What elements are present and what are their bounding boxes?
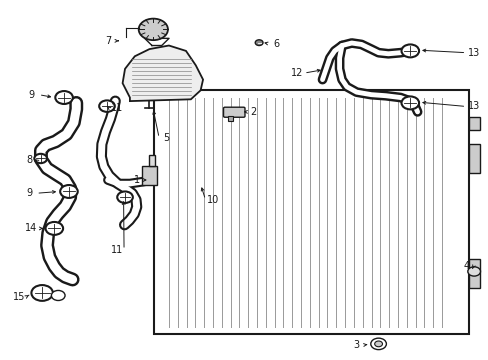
Text: 9: 9	[28, 90, 35, 100]
Circle shape	[374, 341, 382, 347]
Bar	[468, 144, 479, 173]
Text: 9: 9	[26, 188, 32, 198]
Polygon shape	[122, 45, 203, 101]
Text: 15: 15	[13, 292, 25, 302]
Circle shape	[31, 285, 53, 301]
Text: 6: 6	[273, 39, 279, 49]
Text: 12: 12	[290, 68, 302, 78]
Circle shape	[401, 96, 418, 109]
Text: 5: 5	[163, 133, 169, 143]
Text: 14: 14	[25, 224, 38, 233]
Circle shape	[34, 154, 47, 163]
Text: 7: 7	[104, 36, 111, 46]
Circle shape	[45, 222, 63, 235]
Bar	[154, 90, 468, 334]
Text: 3: 3	[353, 340, 359, 350]
Text: 11: 11	[110, 103, 122, 113]
Circle shape	[467, 267, 480, 276]
Text: 13: 13	[467, 48, 479, 58]
Bar	[468, 259, 479, 288]
Circle shape	[51, 291, 65, 301]
Text: 8: 8	[26, 155, 32, 165]
Bar	[227, 116, 232, 121]
Text: 4: 4	[462, 261, 468, 271]
Circle shape	[370, 338, 386, 350]
Bar	[142, 166, 157, 185]
Circle shape	[401, 44, 418, 57]
Circle shape	[60, 185, 78, 198]
Circle shape	[139, 19, 167, 40]
Text: 1: 1	[134, 175, 140, 185]
Text: 10: 10	[206, 195, 219, 205]
Bar	[149, 155, 155, 166]
Text: 2: 2	[250, 107, 256, 117]
Circle shape	[99, 100, 115, 112]
Text: 13: 13	[467, 102, 479, 112]
Circle shape	[117, 192, 133, 203]
Bar	[468, 117, 479, 130]
Circle shape	[255, 40, 263, 45]
Circle shape	[55, 91, 73, 104]
Text: 11: 11	[110, 245, 122, 255]
FancyBboxPatch shape	[223, 107, 244, 117]
